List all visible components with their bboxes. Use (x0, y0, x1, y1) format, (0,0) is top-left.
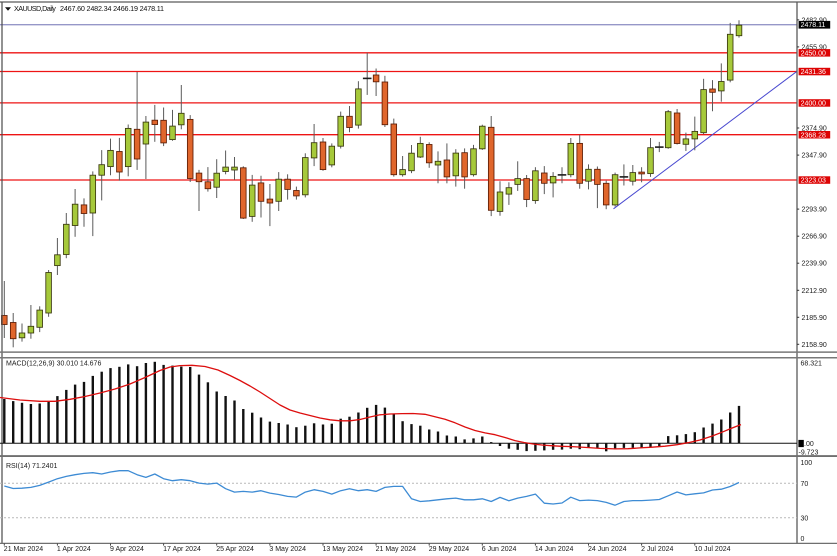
svg-text:21 Mar 2024: 21 Mar 2024 (4, 546, 43, 553)
svg-text:14 Jun 2024: 14 Jun 2024 (535, 546, 574, 553)
svg-text:1 Apr 2024: 1 Apr 2024 (57, 546, 91, 553)
svg-text:21 May 2024: 21 May 2024 (376, 546, 417, 553)
svg-text:2455.90: 2455.90 (802, 44, 827, 51)
svg-text:2266.90: 2266.90 (802, 234, 827, 241)
svg-text:68.321: 68.321 (801, 361, 823, 368)
svg-text:2158.90: 2158.90 (802, 342, 827, 349)
svg-text:6 Jun 2024: 6 Jun 2024 (482, 546, 517, 553)
svg-text:10 Jul 2024: 10 Jul 2024 (694, 546, 730, 553)
svg-text:2400.00: 2400.00 (801, 101, 826, 108)
svg-text:RSI(14) 71.2401: RSI(14) 71.2401 (6, 463, 57, 470)
svg-text:9 Apr 2024: 9 Apr 2024 (110, 546, 144, 553)
svg-text:3 May 2024: 3 May 2024 (269, 546, 306, 553)
svg-text:XAUUSD,Daily: XAUUSD,Daily (14, 4, 56, 13)
svg-text:2239.90: 2239.90 (802, 261, 827, 268)
svg-text:2374.90: 2374.90 (802, 126, 827, 133)
svg-text:2478.11: 2478.11 (801, 22, 826, 29)
svg-text:2212.90: 2212.90 (802, 288, 827, 295)
svg-text:24 Jun 2024: 24 Jun 2024 (588, 546, 627, 553)
svg-text:2450.00: 2450.00 (801, 50, 826, 57)
svg-text:MACD(12,26,9) 30.010 14.676: MACD(12,26,9) 30.010 14.676 (6, 360, 101, 367)
svg-text:100: 100 (801, 460, 813, 467)
svg-text:2293.90: 2293.90 (802, 207, 827, 214)
svg-text:2431.36: 2431.36 (801, 69, 826, 76)
svg-text:17 Apr 2024: 17 Apr 2024 (163, 546, 201, 553)
svg-text:25 Apr 2024: 25 Apr 2024 (216, 546, 254, 553)
svg-text:2 Jul 2024: 2 Jul 2024 (641, 546, 673, 553)
svg-text:30: 30 (801, 515, 809, 522)
svg-text:0: 0 (801, 536, 805, 543)
svg-text:2185.90: 2185.90 (802, 315, 827, 322)
svg-text:70: 70 (801, 481, 809, 488)
svg-text:.00: .00 (804, 441, 814, 448)
svg-text:2368.28: 2368.28 (801, 132, 826, 139)
svg-text:-9.723: -9.723 (799, 450, 819, 457)
svg-text:2467.60 2482.34 2466.19 2478.1: 2467.60 2482.34 2466.19 2478.11 (60, 4, 164, 13)
svg-text:13 May 2024: 13 May 2024 (323, 546, 364, 553)
svg-text:29 May 2024: 29 May 2024 (429, 546, 470, 553)
svg-text:2347.90: 2347.90 (802, 153, 827, 160)
svg-text:2323.03: 2323.03 (801, 178, 826, 185)
